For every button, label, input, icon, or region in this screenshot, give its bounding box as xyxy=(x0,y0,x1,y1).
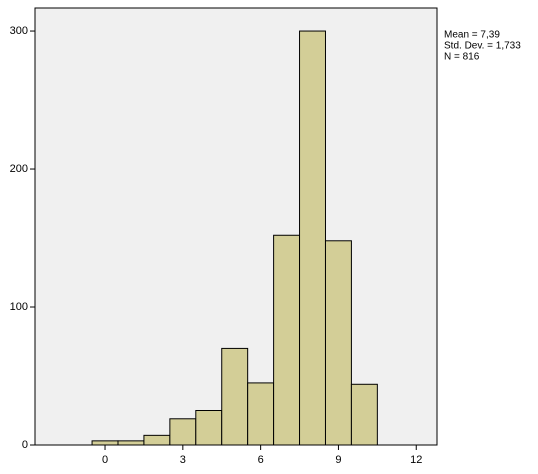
x-tick-label: 9 xyxy=(335,454,341,466)
plot-frame xyxy=(34,7,438,446)
bar xyxy=(195,410,223,446)
x-tick-label: 6 xyxy=(258,454,264,466)
bar xyxy=(169,418,197,446)
x-tick-label: 12 xyxy=(410,454,422,466)
bar xyxy=(221,347,249,446)
y-tick-label: 100 xyxy=(10,301,28,313)
bar xyxy=(247,382,275,446)
x-tick-label: 0 xyxy=(102,454,108,466)
bar xyxy=(91,440,119,446)
y-tick-label: 0 xyxy=(22,439,28,451)
bar xyxy=(324,240,352,446)
stat-annotation: Mean = 7,39 xyxy=(444,30,500,41)
bar xyxy=(273,234,301,446)
y-tick-label: 200 xyxy=(10,163,28,175)
bar xyxy=(350,383,378,446)
bar xyxy=(117,440,145,446)
stat-annotation: N = 816 xyxy=(444,52,480,63)
bar xyxy=(299,30,326,446)
stat-annotation: Std. Dev. = 1,733 xyxy=(444,41,521,52)
bar xyxy=(143,434,171,446)
y-tick-label: 300 xyxy=(10,25,28,37)
x-tick-label: 3 xyxy=(180,454,186,466)
